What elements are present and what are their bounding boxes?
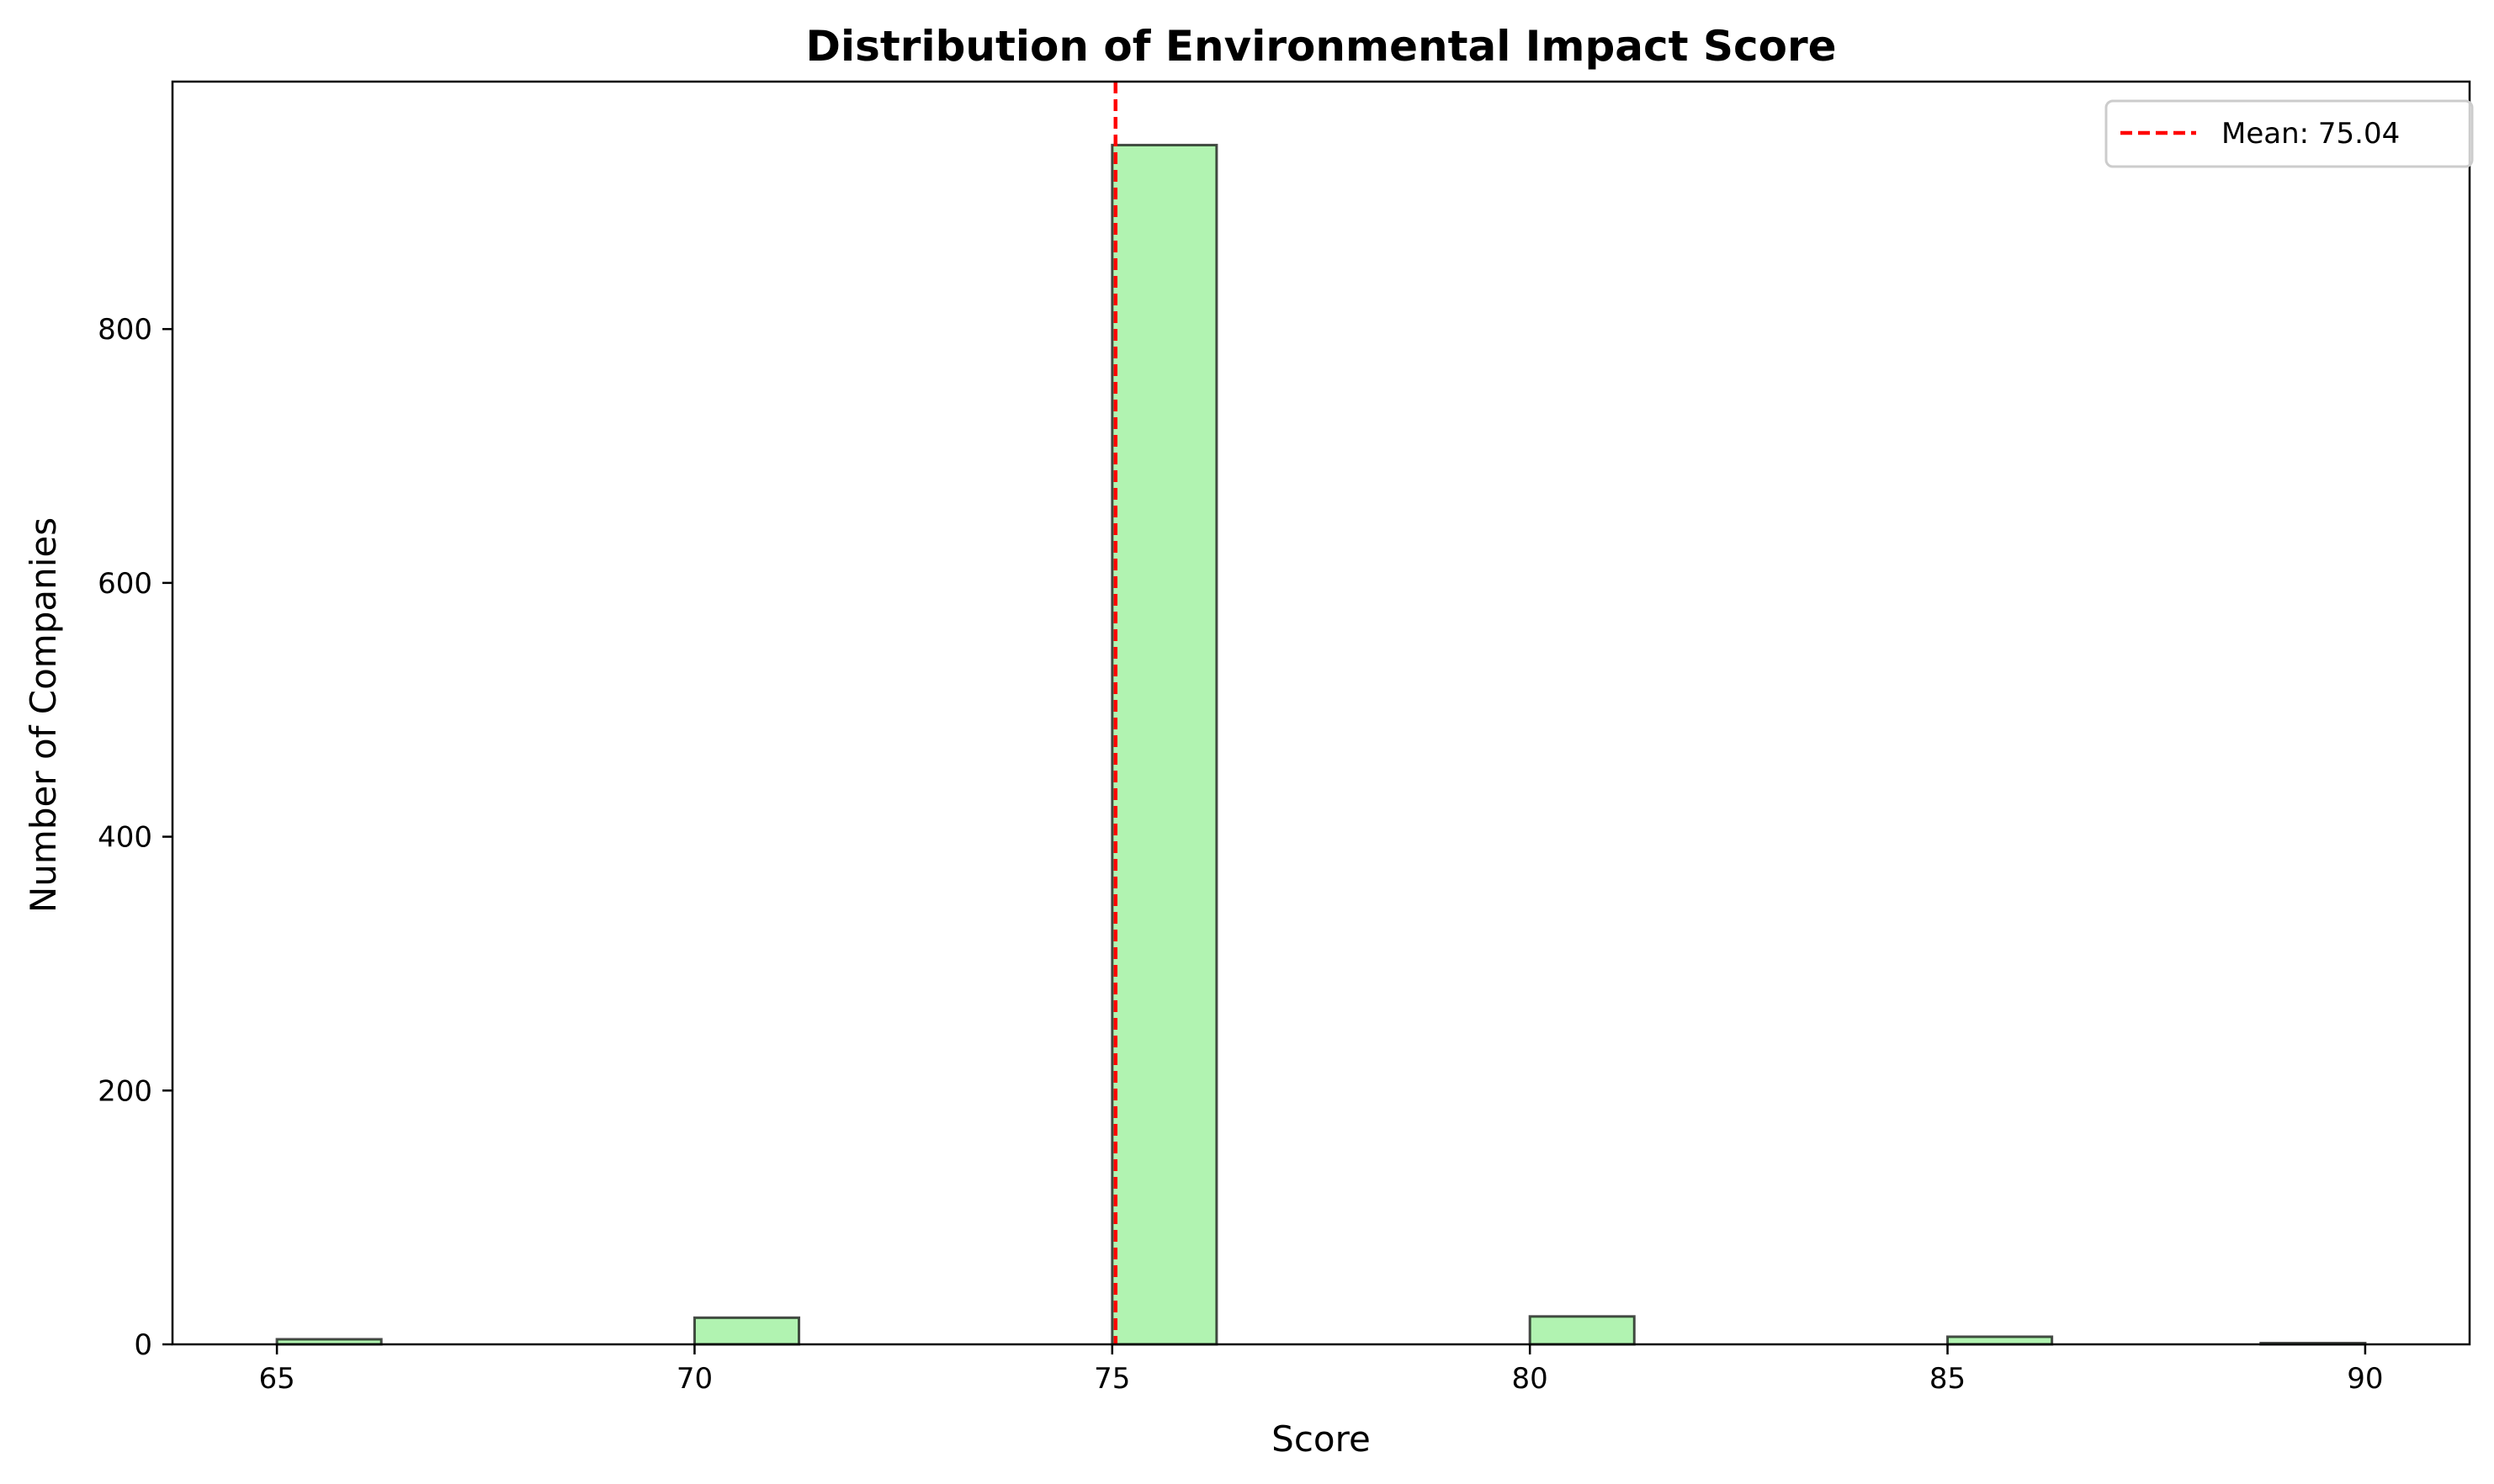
y-tick-label: 400 [98, 821, 152, 855]
x-tick-label: 70 [677, 1362, 713, 1396]
chart-title: Distribution of Environmental Impact Sco… [805, 22, 1836, 71]
x-tick-label: 90 [2347, 1362, 2383, 1396]
x-tick-label: 65 [258, 1362, 295, 1396]
x-tick-label: 75 [1094, 1362, 1130, 1396]
y-axis-label: Number of Companies [23, 517, 64, 913]
plot-frame [171, 80, 2471, 1346]
y-tick-label: 200 [98, 1074, 152, 1108]
histogram-bar [1111, 143, 1218, 1346]
y-tick-label: 800 [98, 313, 152, 347]
histogram-bar [692, 1316, 801, 1346]
x-tick-label: 80 [1512, 1362, 1548, 1396]
legend: Mean: 75.04 [2104, 99, 2474, 168]
legend-box [2104, 99, 2474, 168]
x-axis-label: Score [1271, 1418, 1371, 1460]
y-tick-label: 600 [98, 567, 152, 601]
histogram-bar [1946, 1335, 2054, 1346]
plot-area: 65 70 75 80 85 90 0 200 400 600 800 [98, 80, 2471, 1396]
y-tick-label: 0 [134, 1328, 152, 1362]
histogram-bar [1528, 1315, 1636, 1346]
x-tick-label: 85 [1929, 1362, 1966, 1396]
legend-mean-label: Mean: 75.04 [2221, 117, 2400, 151]
